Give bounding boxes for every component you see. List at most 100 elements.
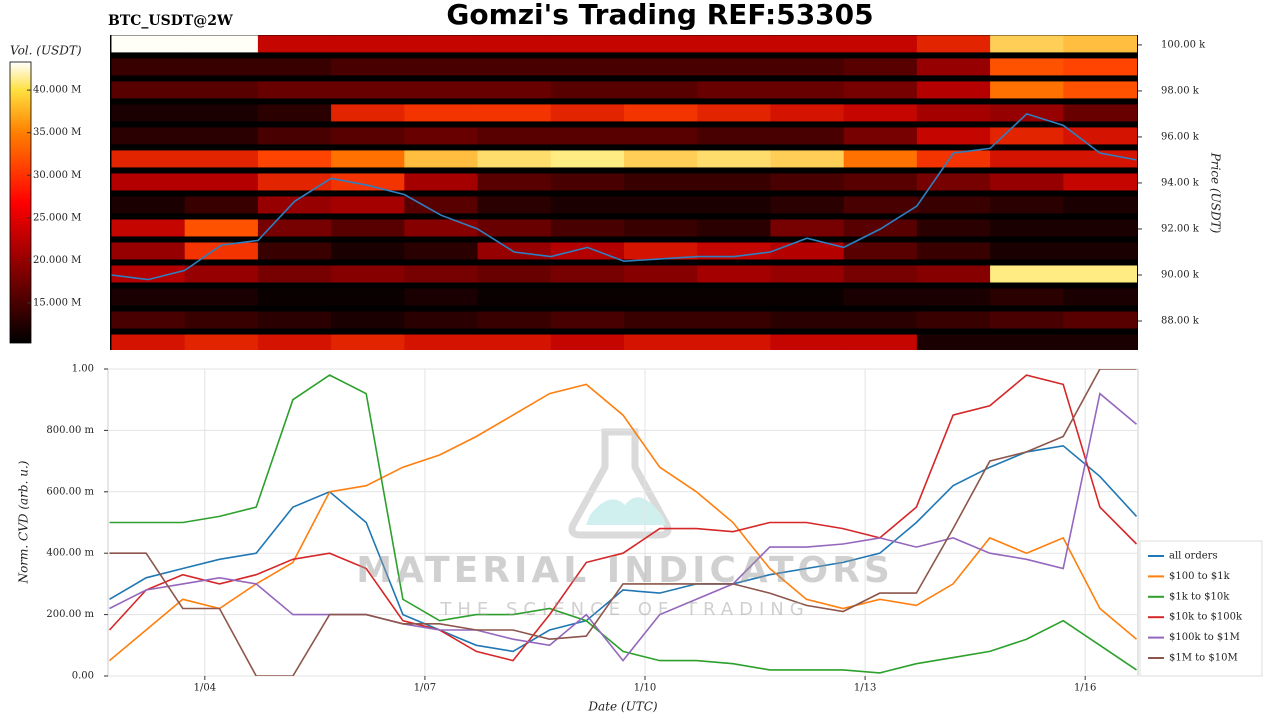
heatmap-cell — [697, 150, 771, 168]
y-tick-label: 0.00 — [72, 671, 94, 682]
heatmap-cell — [770, 127, 845, 145]
heatmap-cell — [331, 265, 405, 283]
heatmap-cell — [843, 311, 918, 329]
heatmap-cell — [1063, 58, 1138, 76]
heatmap-cell — [477, 35, 552, 53]
heatmap-cell — [477, 334, 552, 350]
heatmap-cell — [624, 35, 698, 53]
heatmap-cell — [770, 58, 845, 76]
heatmap-cell — [843, 196, 918, 214]
heatmap-cell — [257, 104, 332, 122]
y-tick-label: 94.00 k — [1161, 177, 1200, 188]
heatmap-cell — [770, 242, 845, 260]
heatmap — [111, 35, 1138, 350]
heatmap-cell — [990, 173, 1064, 191]
x-tick-label: 1/16 — [1074, 683, 1096, 694]
heatmap-cell — [111, 127, 186, 145]
heatmap-cell — [404, 58, 479, 76]
heatmap-cell — [624, 334, 698, 350]
heatmap-cell — [111, 104, 186, 122]
y-tick-label: 200.00 m — [46, 609, 94, 620]
heatmap-cell — [184, 127, 259, 145]
heatmap-cell — [257, 288, 332, 306]
heatmap-cell — [184, 288, 259, 306]
heatmap-cell — [1063, 81, 1138, 99]
heatmap-cell — [697, 288, 771, 306]
heatmap-cell — [990, 242, 1064, 260]
x-axis-label: Date (UTC) — [587, 700, 657, 714]
page-title: Gomzi's Trading REF:53305 — [446, 0, 873, 31]
legend-label: $1M to $10M — [1169, 653, 1238, 664]
heatmap-cell — [770, 311, 845, 329]
heatmap-cell — [404, 81, 479, 99]
heatmap-cell — [404, 242, 479, 260]
heatmap-cell — [843, 58, 918, 76]
heatmap-cell — [770, 219, 845, 237]
heatmap-cell — [770, 35, 845, 53]
heatmap-cell — [990, 150, 1064, 168]
legend — [1139, 540, 1263, 677]
heatmap-cell — [331, 35, 405, 53]
heatmap-cell — [697, 265, 771, 283]
heatmap-cell — [770, 196, 845, 214]
heatmap-cell — [624, 311, 698, 329]
heatmap-cell — [550, 150, 625, 168]
heatmap-cell — [624, 288, 698, 306]
heatmap-cell — [770, 265, 845, 283]
heatmap-cell — [404, 334, 479, 350]
heatmap-cell — [550, 334, 625, 350]
heatmap-cell — [257, 265, 332, 283]
heatmap-cell — [404, 219, 479, 237]
heatmap-cell — [111, 58, 186, 76]
heatmap-cell — [843, 265, 918, 283]
heatmap-cell — [843, 150, 918, 168]
heatmap-cell — [1063, 219, 1138, 237]
heatmap-cell — [111, 242, 186, 260]
heatmap-cell — [331, 150, 405, 168]
heatmap-cell — [257, 81, 332, 99]
heatmap-cell — [477, 173, 552, 191]
heatmap-cell — [111, 288, 186, 306]
heatmap-cell — [404, 265, 479, 283]
heatmap-cell — [111, 173, 186, 191]
heatmap-cell — [843, 173, 918, 191]
x-tick-label: 1/04 — [194, 683, 216, 694]
price-line — [111, 112, 1137, 281]
heatmap-cell — [477, 219, 552, 237]
heatmap-cell — [990, 127, 1064, 145]
colorbar-tick-label: 35.000 M — [33, 127, 81, 138]
heatmap-cell — [624, 58, 698, 76]
heatmap-cell — [990, 196, 1064, 214]
heatmap-cell — [1063, 35, 1138, 53]
heatmap-cell — [477, 127, 552, 145]
heatmap-cell — [257, 196, 332, 214]
heatmap-cell — [697, 58, 771, 76]
heatmap-cell — [697, 334, 771, 350]
heatmap-cell — [697, 35, 771, 53]
heatmap-cell — [697, 173, 771, 191]
heatmap-cell — [404, 150, 479, 168]
heatmap-cell — [770, 173, 845, 191]
heatmap-cell — [331, 242, 405, 260]
heatmap-cell — [1063, 173, 1138, 191]
heatmap-cell — [843, 127, 918, 145]
y-tick-label: 100.00 k — [1161, 39, 1206, 50]
y-tick-label: 88.00 k — [1161, 316, 1200, 327]
heatmap-cell — [990, 334, 1064, 350]
heatmap-cell — [477, 104, 552, 122]
colorbar — [9, 61, 32, 344]
heatmap-cell — [404, 35, 479, 53]
heatmap-cell — [1063, 288, 1138, 306]
colorbar-tick-label: 40.000 M — [33, 85, 81, 96]
heatmap-cell — [697, 196, 771, 214]
legend-label: $100k to $1M — [1169, 632, 1240, 643]
heatmap-cell — [257, 127, 332, 145]
y-tick-label: 98.00 k — [1161, 85, 1200, 96]
colorbar-label: Vol. (USDT) — [10, 44, 82, 58]
heatmap-cell — [111, 334, 186, 350]
heatmap-cell — [1063, 311, 1138, 329]
heatmap-cell — [697, 104, 771, 122]
y-tick-label: 400.00 m — [46, 548, 94, 559]
